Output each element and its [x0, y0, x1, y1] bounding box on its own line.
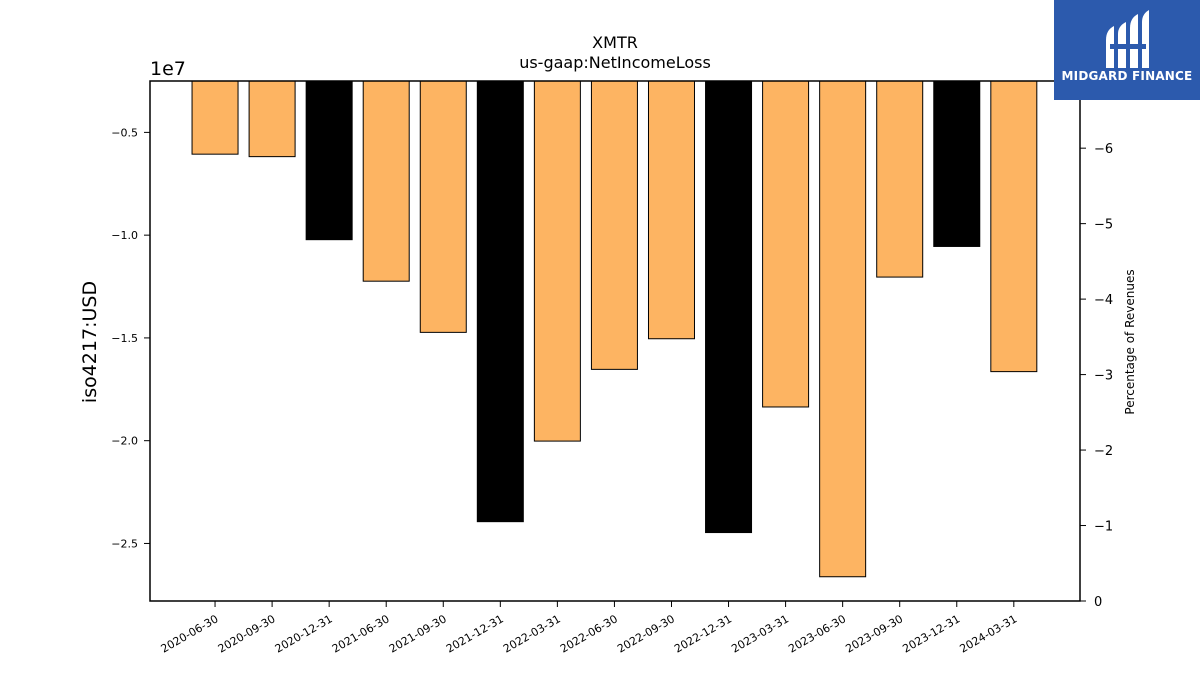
- y2-tick-label: −3: [1094, 369, 1113, 384]
- y2-tick-label: −5: [1094, 218, 1113, 233]
- bar-2022-06-30: [590, 80, 638, 370]
- bars: [191, 80, 1038, 578]
- y-tick-label: −2.0: [111, 435, 138, 448]
- y2-tick-label: −4: [1094, 293, 1113, 308]
- bar-2022-03-31: [533, 80, 581, 442]
- bar-2023-12-31: [933, 80, 981, 247]
- x-tick-label: 2024-03-31: [957, 612, 1019, 655]
- x-tick-label: 2021-06-30: [330, 612, 392, 655]
- x-tick-label: 2022-09-30: [615, 612, 677, 655]
- chart-title: XMTR: [592, 33, 638, 52]
- y-tick-label: −2.5: [111, 537, 138, 550]
- bar-2023-09-30: [876, 80, 924, 278]
- x-tick-label: 2021-12-31: [444, 612, 506, 655]
- bar-2021-09-30: [419, 80, 467, 333]
- x-tick-label: 2021-09-30: [387, 612, 449, 655]
- y2-tick-label: −6: [1094, 142, 1113, 157]
- y-tick-label: −1.5: [111, 332, 138, 345]
- y-offset-label: 1e7: [150, 58, 186, 80]
- midgard-logo-icon: [1106, 10, 1149, 68]
- bar-2023-03-31: [762, 80, 810, 408]
- bar-2022-12-31: [705, 80, 753, 534]
- x-tick-label: 2022-06-30: [558, 612, 620, 655]
- midgard-logo: MIDGARD FINANCE: [1054, 0, 1200, 100]
- y2-axis-label: Percentage of Revenues: [1123, 269, 1137, 414]
- bar-2023-06-30: [819, 80, 867, 578]
- x-tick-label: 2022-12-31: [672, 612, 734, 655]
- x-tick-label: 2023-06-30: [786, 612, 848, 655]
- x-axis-ticks: 2020-06-302020-09-302020-12-312021-06-30…: [159, 601, 1019, 656]
- x-tick-label: 2023-12-31: [900, 612, 962, 655]
- y-tick-label: −0.5: [111, 126, 138, 139]
- x-tick-label: 2020-06-30: [159, 612, 221, 655]
- x-tick-label: 2023-03-31: [729, 612, 791, 655]
- chart-subtitle: us-gaap:NetIncomeLoss: [519, 53, 711, 72]
- bar-2020-12-31: [305, 80, 353, 241]
- x-tick-label: 2020-12-31: [273, 612, 335, 655]
- bar-2021-06-30: [362, 80, 410, 282]
- bar-2022-09-30: [647, 80, 695, 340]
- x-tick-label: 2022-03-31: [501, 612, 563, 655]
- y-axis-ticks: −0.5 −1.0 −1.5 −2.0 −2.5: [111, 126, 150, 550]
- y2-tick-label: −2: [1094, 444, 1113, 459]
- bar-2024-03-31: [990, 80, 1038, 373]
- x-tick-label: 2020-09-30: [216, 612, 278, 655]
- y2-tick-label: 0: [1094, 595, 1102, 610]
- bar-2020-09-30: [248, 80, 296, 158]
- y-axis-label: iso4217:USD: [79, 281, 101, 403]
- logo-text: MIDGARD FINANCE: [1061, 69, 1193, 83]
- bar-2021-12-31: [476, 80, 524, 523]
- bar-2020-06-30: [191, 80, 239, 155]
- x-tick-label: 2023-09-30: [843, 612, 905, 655]
- y2-tick-label: −1: [1094, 520, 1113, 535]
- y-tick-label: −1.0: [111, 229, 138, 242]
- y2-axis-ticks: 0 −1 −2 −3 −4 −5 −6: [1080, 142, 1113, 610]
- plot-frame: [149, 80, 1081, 602]
